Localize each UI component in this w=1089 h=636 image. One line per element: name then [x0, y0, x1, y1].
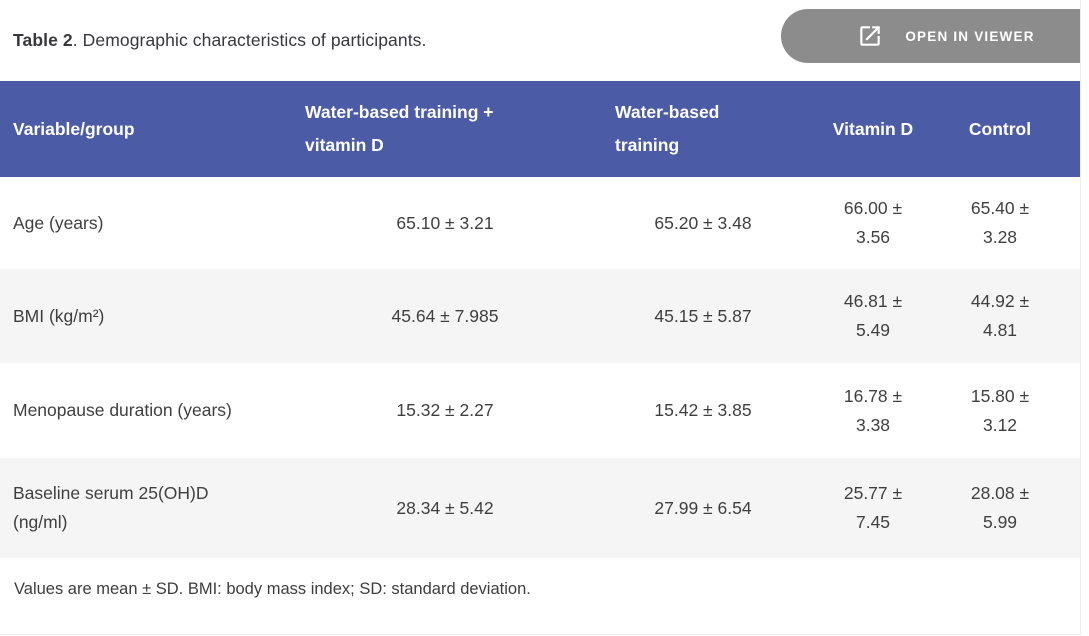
cell-value: 46.81 ± 5.49 [843, 291, 903, 340]
open-in-new-icon [860, 26, 881, 46]
header-vitamin-d: Vitamin D [832, 118, 914, 139]
cell-value: 28.34 ± 5.42 [396, 497, 494, 518]
table-caption-bar: Table 2. Demographic characteristics of … [0, 0, 1080, 81]
cell-value: 66.00 ± 3.56 [843, 198, 903, 247]
row-label: Menopause duration (years) [13, 400, 232, 420]
row-label: BMI (kg/m²) [13, 305, 105, 326]
demographics-table: Variable/group Water-based training + vi… [0, 81, 1080, 558]
cell-value: 65.10 ± 3.21 [396, 212, 494, 233]
cell-value: 45.64 ± 7.985 [391, 305, 499, 326]
row-label: Baseline serum 25(OH)D (ng/ml) [13, 483, 209, 532]
cell-value: 44.92 ± 4.81 [970, 291, 1030, 340]
table-row-menopause-duration: Menopause duration (years) 15.32 ± 2.27 … [0, 363, 1080, 458]
cell-value: 15.42 ± 3.85 [654, 400, 752, 420]
cell-value: 16.78 ± 3.38 [843, 385, 903, 435]
cell-value: 65.40 ± 3.28 [970, 198, 1030, 247]
header-control: Control [968, 118, 1032, 139]
cell-value: 45.15 ± 5.87 [654, 305, 752, 326]
header-water-training-vitamin-d: Water-based training + vitamin D [305, 102, 494, 155]
table-header-row: Variable/group Water-based training + vi… [0, 81, 1080, 177]
cell-value: 28.08 ± 5.99 [970, 483, 1030, 532]
table-caption-number: Table 2 [13, 30, 73, 50]
cell-value: 65.20 ± 3.48 [654, 212, 752, 233]
cell-value: 15.32 ± 2.27 [396, 400, 494, 420]
table-caption: Table 2. Demographic characteristics of … [13, 30, 426, 51]
cell-value: 27.99 ± 6.54 [654, 497, 752, 518]
table-row-baseline-serum: Baseline serum 25(OH)D (ng/ml) 28.34 ± 5… [0, 458, 1080, 558]
header-water-training: Water-based training [615, 102, 720, 155]
table-caption-text: . Demographic characteristics of partici… [72, 30, 427, 50]
table-row-age: Age (years) 65.10 ± 3.21 65.20 ± 3.48 66… [0, 177, 1080, 269]
table-row-bmi: BMI (kg/m²) 45.64 ± 7.985 45.15 ± 5.87 4… [0, 269, 1080, 363]
cell-value: 15.80 ± 3.12 [970, 385, 1030, 435]
open-in-viewer-label: OPEN IN VIEWER [905, 28, 1035, 44]
row-label: Age (years) [13, 212, 104, 233]
table-footnote: Values are mean ± SD. BMI: body mass ind… [14, 580, 531, 598]
open-in-viewer-button[interactable]: OPEN IN VIEWER [781, 9, 1080, 63]
header-variable-group: Variable/group [13, 118, 135, 139]
cell-value: 25.77 ± 7.45 [843, 483, 903, 532]
